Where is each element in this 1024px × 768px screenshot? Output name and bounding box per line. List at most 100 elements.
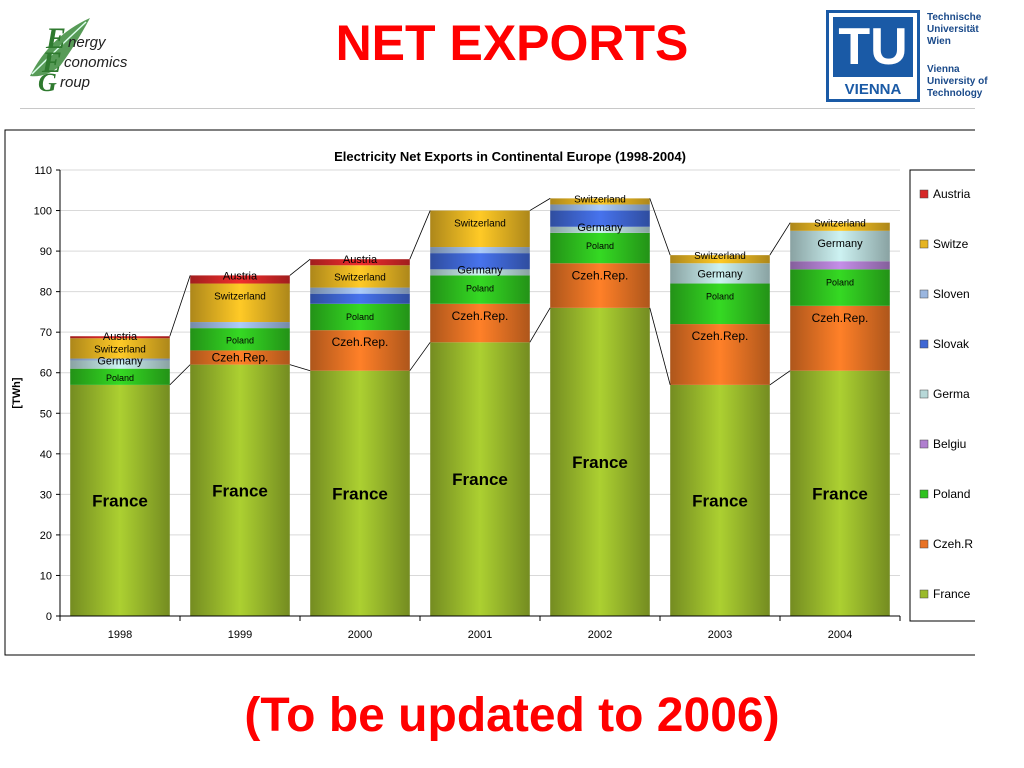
bar-segment (310, 330, 410, 371)
data-label: Czeh.Rep. (452, 309, 509, 323)
bar-segment (310, 265, 410, 288)
x-tick-label: 1998 (108, 629, 132, 641)
series-connector-line (409, 210, 431, 260)
header-divider (20, 108, 975, 109)
legend-label: Belgiu (933, 437, 966, 451)
series-connector-line (289, 364, 311, 372)
legend-label: Sloven (933, 287, 970, 301)
data-label: Switzerland (454, 219, 506, 230)
bar-segment (550, 232, 650, 264)
data-label: Czeh.Rep. (332, 335, 389, 349)
bar-segment (190, 350, 290, 365)
bar-segment (190, 328, 290, 351)
bar-segment (790, 370, 890, 616)
x-tick-label: 2002 (588, 629, 612, 641)
logo-letter-g: G (38, 68, 57, 97)
bar-segment (190, 364, 290, 616)
y-axis-label: [TWh] (11, 377, 23, 408)
bar-segment (670, 263, 770, 284)
series-connector-line (649, 307, 671, 385)
data-label: France (572, 453, 628, 472)
series-connector-line (169, 275, 191, 337)
y-tick-label: 110 (34, 165, 52, 177)
y-tick-label: 0 (46, 611, 52, 623)
series-connector-line (529, 198, 551, 211)
bar-segment (430, 269, 530, 276)
data-label: Czeh.Rep. (692, 329, 749, 343)
x-tick-label: 2000 (348, 629, 372, 641)
legend-label: France (933, 587, 971, 601)
data-label: Poland (466, 283, 494, 293)
bar-segment (310, 303, 410, 331)
slide-title: NET EXPORTS (335, 15, 689, 71)
chart-title: Electricity Net Exports in Continental E… (334, 149, 686, 164)
series-connector-line (769, 222, 791, 256)
bar-segment (430, 342, 530, 616)
data-label: Poland (346, 312, 374, 322)
legend-swatch (919, 189, 929, 199)
y-tick-label: 20 (40, 530, 52, 542)
data-label: France (92, 491, 148, 510)
bar-segment (430, 247, 530, 254)
bar-segment (550, 204, 650, 211)
data-label: France (692, 491, 748, 510)
x-tick-label: 2001 (468, 629, 492, 641)
y-tick-label: 100 (34, 206, 52, 218)
legend-label: Germa (933, 387, 970, 401)
bar-segment (670, 283, 770, 325)
logo-letter-e2: E (42, 46, 63, 79)
data-label: Austria (223, 270, 258, 282)
y-tick-label: 40 (40, 449, 52, 461)
data-label: Germany (697, 268, 743, 280)
series-connector-line (409, 342, 431, 371)
logo-word-energy: nergy (68, 34, 106, 51)
series-connector-line (289, 258, 311, 276)
data-label: Switzerland (214, 292, 266, 303)
bar-segment (790, 261, 890, 270)
data-label: Poland (586, 241, 614, 251)
logo-word-group: roup (60, 74, 91, 91)
series-connector-line (769, 370, 791, 386)
legend-label: Slovak (933, 337, 970, 351)
bar-segment (790, 222, 890, 231)
legend-label: Switze (933, 237, 969, 251)
series-connector-line (649, 198, 671, 256)
tu-vienna-logo: TU VIENNA (826, 10, 920, 102)
data-label: Czeh.Rep. (212, 351, 269, 365)
legend-label: Poland (933, 487, 970, 501)
data-label: France (212, 481, 268, 500)
bar-segment (790, 230, 890, 262)
tu-city: VIENNA (844, 81, 902, 98)
bar-segment (310, 259, 410, 266)
bar-segment (550, 210, 650, 227)
legend-swatch (919, 289, 929, 299)
legend-swatch (919, 539, 929, 549)
tu-line-2: Universität (927, 24, 979, 35)
bar-segment (430, 210, 530, 248)
data-label: Austria (343, 254, 378, 266)
slide-subtitle: (To be updated to 2006) (244, 689, 780, 742)
bar-segment (550, 198, 650, 205)
bar-segment (310, 293, 410, 304)
data-label: Switzerland (574, 194, 626, 205)
x-tick-label: 2004 (828, 629, 852, 641)
series-connector-line (529, 307, 551, 343)
legend-swatch (919, 239, 929, 249)
logo-word-economics: conomics (64, 54, 128, 71)
data-label: Czeh.Rep. (812, 311, 869, 325)
legend-label: Austria (933, 187, 971, 201)
bar-segment (310, 370, 410, 616)
y-tick-label: 70 (40, 327, 52, 339)
bar-segment (190, 275, 290, 284)
tu-line-4: Vienna (927, 64, 960, 75)
tu-line-6: Technology (927, 88, 983, 99)
data-label: Germany (577, 222, 623, 234)
bar-segment (190, 322, 290, 329)
bar-segment (70, 358, 170, 361)
data-label: Switzerland (94, 344, 146, 355)
bar-segment (670, 384, 770, 616)
bar-segment (670, 324, 770, 385)
data-label: Czeh.Rep. (572, 268, 629, 282)
eeg-logo: E nergy E conomics G roup (20, 16, 150, 97)
